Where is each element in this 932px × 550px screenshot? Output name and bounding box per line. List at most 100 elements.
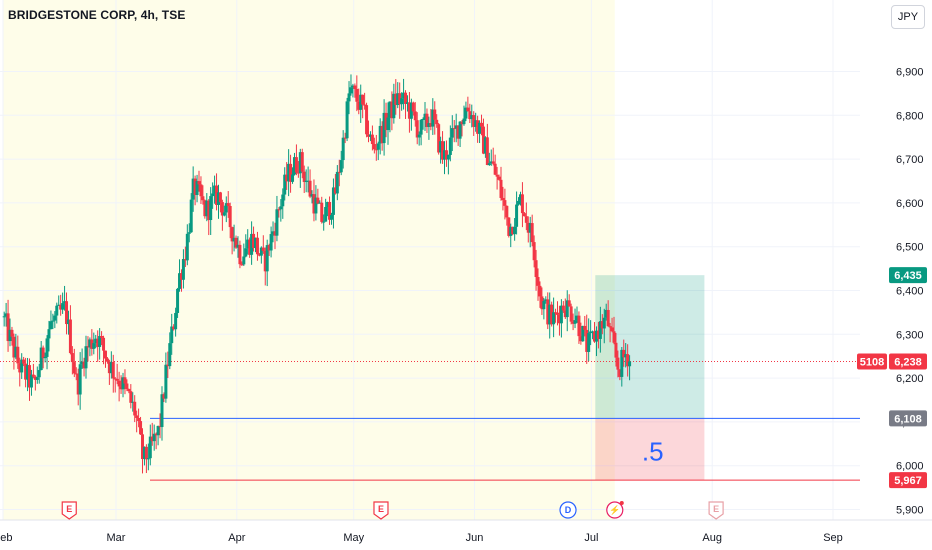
candle-body <box>111 362 115 379</box>
candle-body <box>115 378 119 381</box>
earnings-event-icon[interactable]: E <box>61 501 77 520</box>
candle-body <box>181 259 185 280</box>
candle-body <box>556 312 560 315</box>
candle-body <box>275 209 279 236</box>
candle-body <box>614 342 618 358</box>
candle-body <box>63 301 67 304</box>
candle-body <box>565 300 569 318</box>
event-shape <box>61 501 77 520</box>
earnings-event-icon[interactable]: E <box>373 501 389 520</box>
candle-body <box>277 209 281 211</box>
candle-body <box>193 178 197 195</box>
candle-body <box>306 180 310 182</box>
candle-body <box>179 273 183 280</box>
candle-body <box>29 374 33 388</box>
split-event-icon[interactable]: ⚡ <box>606 501 624 519</box>
candle-body <box>448 137 452 155</box>
candle-body <box>503 200 507 206</box>
candle-body <box>26 365 30 380</box>
candle-body <box>618 369 622 377</box>
candle-body <box>103 350 107 359</box>
price-axis[interactable]: 5,9006,0006,1006,2006,3006,4006,5006,600… <box>896 67 924 517</box>
candle-body <box>425 113 429 128</box>
candle-body <box>100 336 104 338</box>
candle-body <box>283 174 287 195</box>
x-tick-label: Feb <box>0 532 12 544</box>
event-glyph: D <box>565 505 572 515</box>
candle-body <box>415 120 419 138</box>
candle-body <box>185 233 189 261</box>
candle-body <box>351 85 355 88</box>
event-shape <box>373 501 389 520</box>
candle-body <box>380 125 384 144</box>
candle-body <box>22 359 26 364</box>
candle-body <box>18 363 22 373</box>
time-axis[interactable]: Feb Mar Apr May Jun Jul Aug Sep <box>0 532 843 544</box>
candle-body <box>378 125 382 144</box>
horizontal-lines[interactable] <box>150 417 860 481</box>
candle-body <box>357 101 361 110</box>
candle-body <box>620 349 624 377</box>
candle-body <box>437 124 441 153</box>
candle-body <box>70 353 74 363</box>
candle-body <box>458 121 462 139</box>
candle-body <box>84 346 88 369</box>
candle-body <box>107 361 111 374</box>
candle-body <box>2 316 6 318</box>
candle-body <box>446 154 450 160</box>
candle-body <box>135 415 139 418</box>
candle-body <box>612 331 616 343</box>
candle-body <box>491 161 495 164</box>
candle-body <box>495 174 499 177</box>
candle-body <box>263 250 267 272</box>
candle-body <box>472 115 476 127</box>
candle-body <box>339 160 343 173</box>
candle-body <box>294 157 298 173</box>
earnings-future-event-icon[interactable]: E <box>708 501 724 520</box>
dividend-event-icon[interactable]: D <box>559 501 577 519</box>
candle-body <box>199 184 203 197</box>
candle-body <box>142 446 146 460</box>
candle-body <box>550 304 554 325</box>
candle-body <box>300 152 304 172</box>
chart-title: BRIDGESTONE CORP, 4h, TSE <box>8 8 186 22</box>
candle-body <box>329 214 333 220</box>
price-scale-background[interactable] <box>860 0 932 520</box>
candle-body <box>296 172 300 174</box>
candle-body <box>478 122 482 134</box>
candle-body <box>526 222 530 233</box>
candle-body <box>499 179 503 198</box>
candle-body <box>441 141 445 160</box>
candle-body <box>213 185 217 194</box>
candle-body <box>591 331 595 333</box>
candle-body <box>291 174 295 182</box>
stop-zone[interactable] <box>595 418 705 481</box>
candle-body <box>246 239 250 249</box>
candle-body <box>528 223 532 233</box>
candle-body <box>394 93 398 106</box>
candle-body <box>567 300 571 307</box>
candle-body <box>363 104 367 106</box>
candle-body <box>569 306 573 322</box>
candle-body <box>304 180 308 183</box>
currency-button[interactable]: JPY <box>891 5 925 29</box>
candle-body <box>497 176 501 180</box>
candle-body <box>353 85 357 90</box>
candle-body <box>616 357 620 370</box>
candle-body <box>515 204 519 227</box>
candle-body <box>456 125 460 139</box>
candle-body <box>435 119 439 125</box>
candle-body <box>240 264 244 266</box>
x-tick-label: Apr <box>228 532 245 544</box>
candle-body <box>374 149 378 151</box>
candle-body <box>513 226 517 235</box>
candle-body <box>505 205 509 218</box>
candle-body <box>94 338 98 344</box>
candle-body <box>78 364 82 395</box>
candle-body <box>125 383 129 390</box>
candle-body <box>35 377 39 380</box>
event-glyph: E <box>713 504 719 514</box>
target-zone[interactable] <box>595 275 705 419</box>
long-position-tool[interactable]: .5 <box>595 275 705 481</box>
